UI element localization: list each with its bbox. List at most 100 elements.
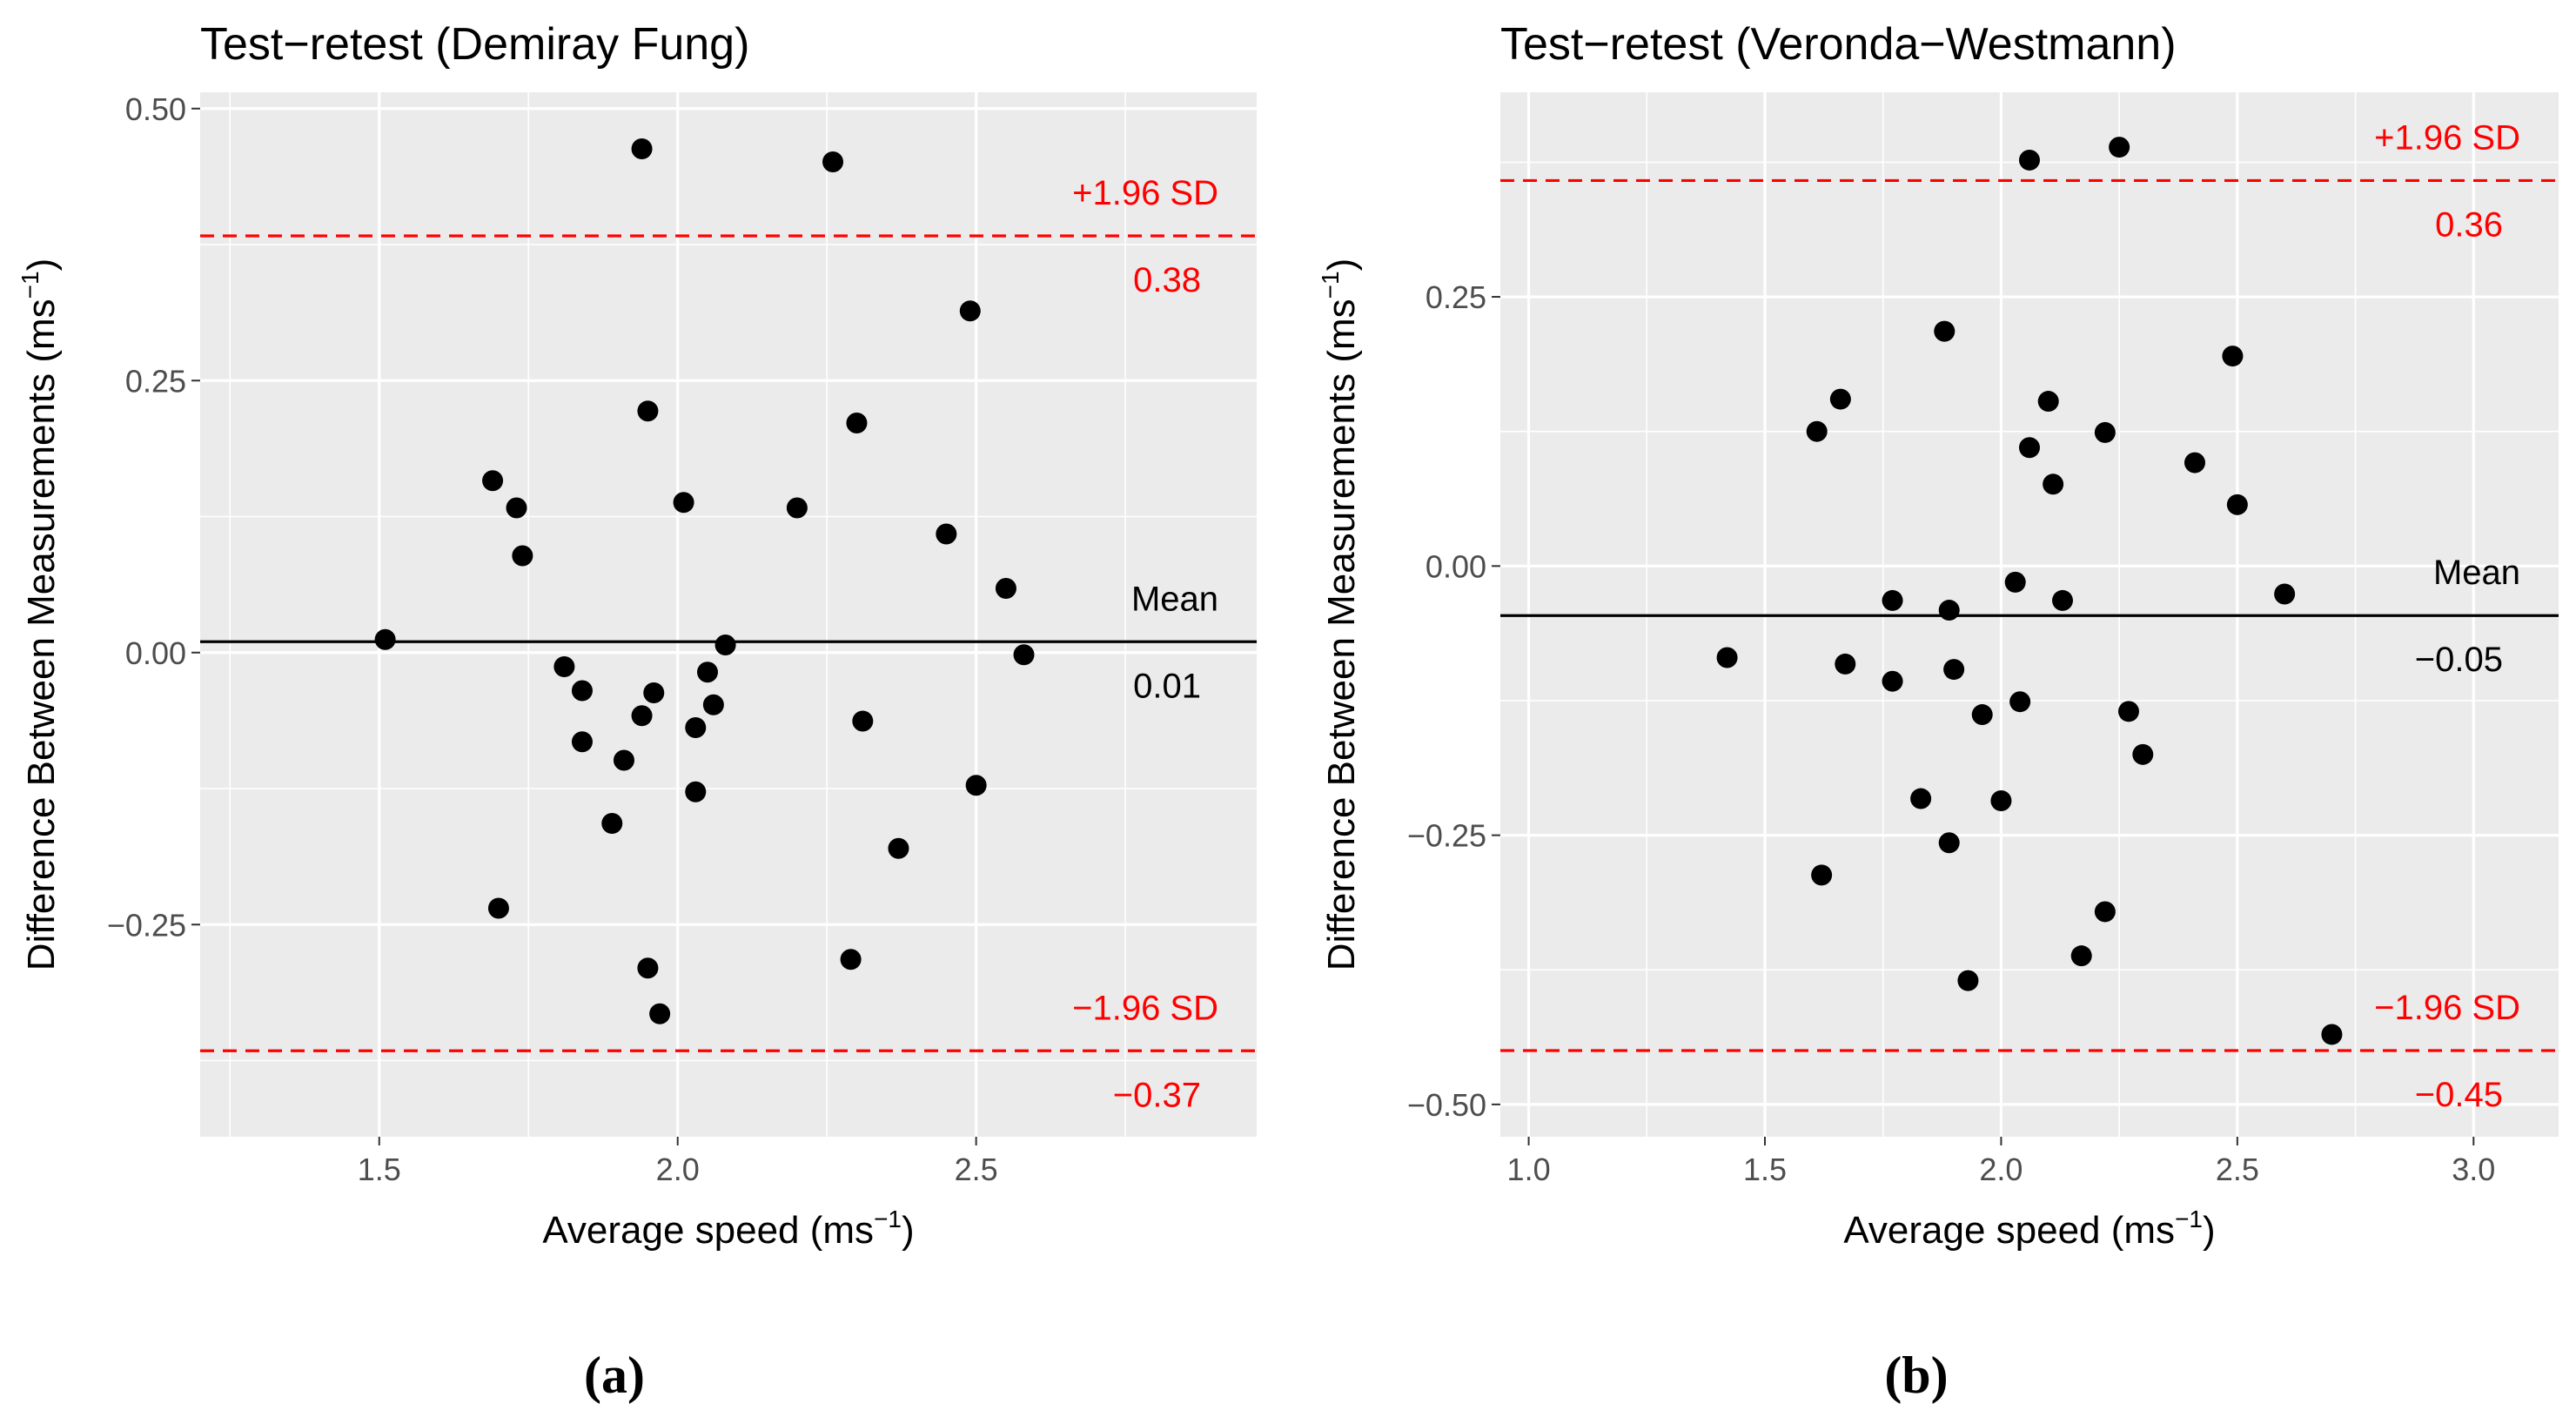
data-point: [637, 957, 659, 979]
data-point: [613, 749, 634, 771]
data-point: [1013, 644, 1035, 666]
x-tick-label: 2.5: [2216, 1152, 2259, 1187]
data-point: [959, 300, 981, 322]
plot-background: [200, 92, 1257, 1137]
data-point: [649, 1003, 671, 1024]
data-point: [631, 138, 653, 159]
data-point: [482, 470, 504, 492]
data-point: [2274, 583, 2296, 605]
data-point: [2043, 473, 2064, 495]
mean-value: 0.01: [1133, 667, 1201, 705]
upper-limit-label: +1.96 SD: [1072, 174, 1218, 212]
data-point: [1716, 647, 1738, 668]
y-tick-label: 0.25: [125, 363, 186, 399]
lower-limit-value: −0.45: [2415, 1076, 2503, 1114]
data-point: [1811, 864, 1833, 886]
data-point: [714, 635, 736, 655]
panel-caption: (a): [584, 1346, 645, 1404]
data-point: [2226, 494, 2248, 515]
y-tick-label: 0.00: [125, 635, 186, 671]
data-point: [2019, 149, 2040, 171]
x-tick-label: 1.5: [1743, 1152, 1787, 1187]
lower-limit-label: −1.96 SD: [2374, 989, 2520, 1027]
data-point: [936, 523, 957, 545]
data-point: [2184, 452, 2205, 473]
data-point: [2094, 421, 2116, 443]
data-point: [1934, 320, 1955, 342]
panel-caption: (b): [1884, 1346, 1948, 1404]
lower-limit-value: −0.37: [1113, 1076, 1201, 1114]
y-tick-label: 0.25: [1426, 279, 1486, 315]
x-tick-label: 2.5: [955, 1152, 998, 1187]
data-point: [995, 578, 1016, 599]
data-point: [1938, 600, 1960, 621]
data-point: [2321, 1024, 2343, 1045]
data-point: [2222, 346, 2244, 367]
panel-title: Test−retest (Veronda−Westmann): [1500, 19, 2177, 70]
data-point: [2037, 391, 2059, 413]
data-point: [822, 151, 844, 172]
data-point: [512, 545, 533, 567]
data-point: [487, 897, 509, 919]
lower-limit-label: −1.96 SD: [1072, 989, 1218, 1027]
y-axis-title: Difference Between Measurements (ms−1): [1317, 259, 1363, 971]
panel-b: 1.0 1.5 2.0 2.5 3.0 −0.50 −0.25 0.00 0.25 +1.96 S…: [1317, 19, 2559, 1404]
data-point: [965, 775, 987, 796]
y-tick-label: −0.50: [1407, 1087, 1486, 1123]
panel-a: 1.5 2.0 2.5 −0.25 0.00 0.25 0.50 +1.96 SD 0.38 Me…: [17, 19, 1257, 1404]
data-point: [1835, 653, 1856, 675]
data-point: [685, 781, 707, 803]
data-point: [673, 492, 694, 514]
mean-label: Mean: [1131, 580, 1218, 618]
data-point: [2109, 137, 2130, 158]
data-point: [786, 497, 808, 519]
data-point: [1971, 704, 1993, 726]
x-tick-label: 2.0: [656, 1152, 700, 1187]
data-point: [1882, 670, 1903, 692]
data-point: [685, 717, 707, 738]
data-point: [852, 710, 874, 732]
data-point: [696, 661, 718, 683]
data-point: [888, 837, 909, 859]
data-point: [2132, 743, 2154, 765]
data-point: [1829, 388, 1851, 410]
y-tick-label: −0.25: [1407, 818, 1486, 854]
data-point: [840, 949, 862, 970]
y-tick-label: 0.00: [1426, 548, 1486, 584]
panel-title: Test−retest (Demiray Fung): [200, 19, 749, 70]
data-point: [601, 813, 623, 834]
x-axis-title: Average speed (ms−1): [1843, 1205, 2215, 1252]
x-axis-title: Average speed (ms−1): [542, 1205, 914, 1252]
data-point: [846, 413, 868, 433]
y-tick-label: −0.25: [107, 907, 186, 943]
upper-limit-value: 0.38: [1133, 261, 1201, 299]
x-tick-label: 3.0: [2452, 1152, 2495, 1187]
y-tick-label: 0.50: [125, 91, 186, 127]
data-point: [1882, 589, 1903, 611]
data-point: [2009, 691, 2031, 713]
data-point: [506, 497, 527, 519]
data-point: [643, 682, 665, 703]
x-tick-label: 1.5: [358, 1152, 401, 1187]
data-point: [2019, 437, 2040, 459]
mean-label: Mean: [2433, 554, 2520, 592]
data-point: [2070, 945, 2092, 967]
data-point: [1957, 970, 1979, 991]
x-tick-label: 2.0: [1979, 1152, 2023, 1187]
mean-value: −0.05: [2415, 641, 2503, 679]
data-point: [637, 400, 659, 422]
data-point: [2052, 589, 2073, 611]
upper-limit-value: 0.36: [2435, 205, 2503, 244]
data-point: [1938, 832, 1960, 854]
data-point: [2004, 571, 2026, 593]
data-point: [631, 705, 653, 727]
upper-limit-label: +1.96 SD: [2374, 118, 2520, 157]
data-point: [1943, 659, 1965, 681]
data-point: [374, 628, 396, 650]
x-tick-label: 1.0: [1507, 1152, 1551, 1187]
data-point: [1806, 420, 1828, 442]
data-point: [2094, 901, 2116, 923]
y-axis-title: Difference Between Measurements (ms−1): [17, 259, 63, 971]
data-point: [571, 680, 593, 702]
